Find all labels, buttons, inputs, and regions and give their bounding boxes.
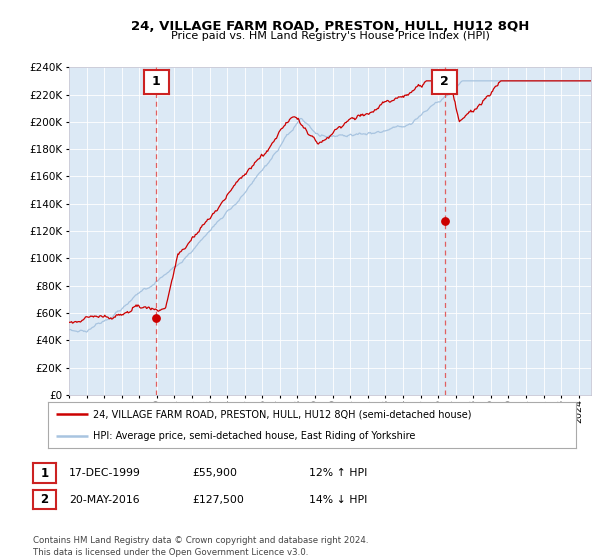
Text: £55,900: £55,900 bbox=[192, 468, 237, 478]
Text: 2: 2 bbox=[40, 493, 49, 506]
Text: HPI: Average price, semi-detached house, East Riding of Yorkshire: HPI: Average price, semi-detached house,… bbox=[93, 431, 415, 441]
Text: 2: 2 bbox=[440, 75, 449, 88]
Text: 24, VILLAGE FARM ROAD, PRESTON, HULL, HU12 8QH: 24, VILLAGE FARM ROAD, PRESTON, HULL, HU… bbox=[131, 20, 529, 32]
Text: 1: 1 bbox=[152, 75, 161, 88]
Text: 14% ↓ HPI: 14% ↓ HPI bbox=[309, 494, 367, 505]
Text: 24, VILLAGE FARM ROAD, PRESTON, HULL, HU12 8QH (semi-detached house): 24, VILLAGE FARM ROAD, PRESTON, HULL, HU… bbox=[93, 409, 472, 419]
Text: Price paid vs. HM Land Registry's House Price Index (HPI): Price paid vs. HM Land Registry's House … bbox=[170, 31, 490, 41]
Text: £127,500: £127,500 bbox=[192, 494, 244, 505]
Text: 12% ↑ HPI: 12% ↑ HPI bbox=[309, 468, 367, 478]
Text: 17-DEC-1999: 17-DEC-1999 bbox=[69, 468, 141, 478]
Text: 1: 1 bbox=[40, 466, 49, 480]
Point bbox=[151, 314, 161, 323]
Text: Contains HM Land Registry data © Crown copyright and database right 2024.
This d: Contains HM Land Registry data © Crown c… bbox=[33, 536, 368, 557]
Text: 20-MAY-2016: 20-MAY-2016 bbox=[69, 494, 140, 505]
Point bbox=[440, 216, 449, 225]
